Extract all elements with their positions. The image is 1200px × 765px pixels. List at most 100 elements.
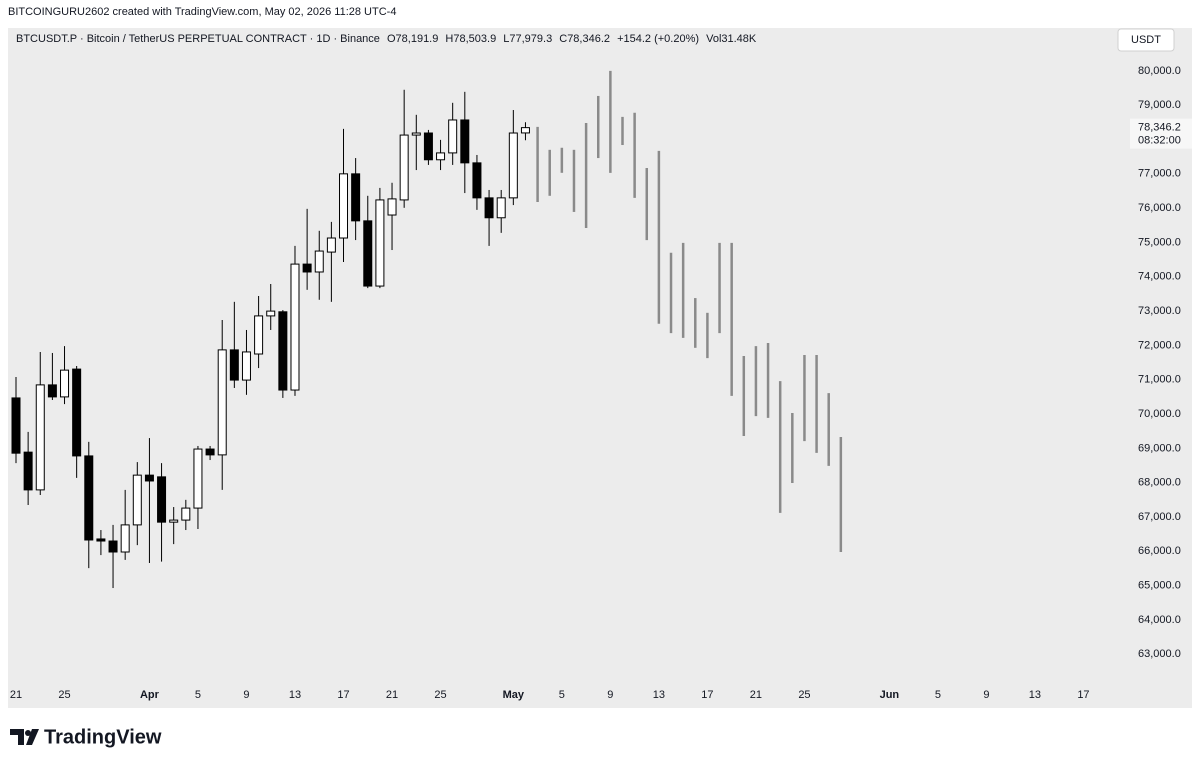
y-tick-label: 72,000.0: [1138, 339, 1181, 351]
candle-body: [229, 349, 239, 381]
candle-body: [278, 311, 288, 391]
candle-body: [423, 132, 433, 161]
legend-low: L77,979.3: [503, 33, 552, 45]
legend: BTCUSDT.P · Bitcoin / TetherUS PERPETUAL…: [16, 33, 757, 45]
legend-volume: Vol31.48K: [706, 33, 757, 45]
y-tick-label: 71,000.0: [1138, 374, 1181, 386]
x-tick-label: 9: [983, 689, 989, 701]
y-tick-label: 77,000.0: [1138, 168, 1181, 180]
x-tick-label: 21: [10, 689, 22, 701]
x-tick-label: 13: [653, 689, 665, 701]
candle-body: [108, 540, 118, 553]
x-tick-label: 21: [386, 689, 398, 701]
legend-high: H78,503.9: [445, 33, 496, 45]
x-tick-label: 17: [701, 689, 713, 701]
y-tick-label: 63,000.0: [1138, 648, 1181, 660]
x-tick-label: 25: [434, 689, 446, 701]
candle-body: [96, 538, 106, 542]
candle-body: [339, 173, 349, 239]
x-tick-label: May: [503, 689, 525, 701]
x-tick-label: Apr: [140, 689, 160, 701]
y-tick-label: 75,000.0: [1138, 236, 1181, 248]
candle-body: [460, 119, 470, 164]
y-tick-label: 70,000.0: [1138, 408, 1181, 420]
x-tick-label: 13: [1029, 689, 1041, 701]
y-tick-label: 80,000.0: [1138, 65, 1181, 77]
x-tick-label: 25: [798, 689, 810, 701]
x-tick-label: 5: [195, 689, 201, 701]
candle-body: [84, 455, 94, 541]
candle-body: [205, 448, 215, 456]
candle-body: [387, 198, 397, 216]
y-tick-label: 79,000.0: [1138, 99, 1181, 111]
y-tick-label: 68,000.0: [1138, 477, 1181, 489]
candle-body: [132, 474, 142, 526]
currency-box[interactable]: [1117, 28, 1175, 52]
y-tick-label: 74,000.0: [1138, 271, 1181, 283]
candle-body: [496, 197, 506, 219]
y-tick-label: 69,000.0: [1138, 442, 1181, 454]
chart-panel: [8, 28, 1192, 708]
x-tick-label: 5: [559, 689, 565, 701]
candle-body: [399, 134, 409, 201]
y-tick-label: 66,000.0: [1138, 545, 1181, 557]
candle-body: [472, 162, 482, 199]
x-tick-label: 17: [1077, 689, 1089, 701]
candle-body: [266, 310, 276, 317]
candle-body: [181, 507, 191, 521]
candle-body: [326, 237, 336, 253]
candle-body: [302, 263, 312, 273]
candle-body: [363, 220, 373, 287]
last-price-label: 78,346.2: [1138, 122, 1181, 134]
y-tick-label: 67,000.0: [1138, 511, 1181, 523]
candle-body: [254, 315, 264, 355]
countdown: 08:32:00: [1138, 135, 1181, 147]
x-tick-label: 25: [58, 689, 70, 701]
y-tick-label: 65,000.0: [1138, 580, 1181, 592]
candle-body: [47, 384, 57, 398]
candle-body: [157, 476, 167, 523]
candle-body: [484, 197, 494, 219]
candle-body: [411, 132, 421, 136]
brand-logo: [10, 729, 39, 745]
x-tick-label: Jun: [880, 689, 900, 701]
y-tick-label: 76,000.0: [1138, 202, 1181, 214]
x-tick-label: 13: [289, 689, 301, 701]
candle-body: [314, 250, 324, 273]
x-tick-label: 5: [935, 689, 941, 701]
y-tick-label: 64,000.0: [1138, 614, 1181, 626]
candle-body: [120, 524, 130, 553]
candle-body: [508, 132, 518, 199]
legend-change: +154.2 (+0.20%): [617, 33, 699, 45]
candle-body: [436, 152, 446, 161]
x-tick-label: 9: [243, 689, 249, 701]
last-price-box: [1130, 118, 1192, 149]
candle-body: [144, 474, 154, 482]
candle-body: [35, 384, 45, 491]
candle-body: [217, 349, 227, 456]
brand: TradingView: [44, 726, 162, 748]
candle-body: [520, 127, 530, 134]
candle-body: [351, 173, 361, 222]
candle-body: [448, 119, 458, 154]
x-tick-label: 21: [750, 689, 762, 701]
candle-body: [375, 199, 385, 287]
y-tick-label: 73,000.0: [1138, 305, 1181, 317]
candle-body: [169, 519, 179, 523]
x-tick-label: 9: [607, 689, 613, 701]
candle-body: [241, 351, 251, 381]
candle-body: [23, 451, 33, 491]
candle-body: [290, 263, 300, 391]
attribution: BITCOINGURU2602 created with TradingView…: [8, 6, 396, 18]
candle-body: [11, 397, 21, 454]
legend-close: C78,346.2: [559, 33, 610, 45]
candle-body: [72, 368, 82, 457]
candle-body: [60, 369, 70, 398]
x-tick-label: 17: [337, 689, 349, 701]
currency[interactable]: USDT: [1131, 34, 1161, 46]
candle-body: [193, 448, 203, 509]
legend-open: O78,191.9: [387, 33, 438, 45]
symbol: BTCUSDT.P · Bitcoin / TetherUS PERPETUAL…: [16, 33, 380, 45]
